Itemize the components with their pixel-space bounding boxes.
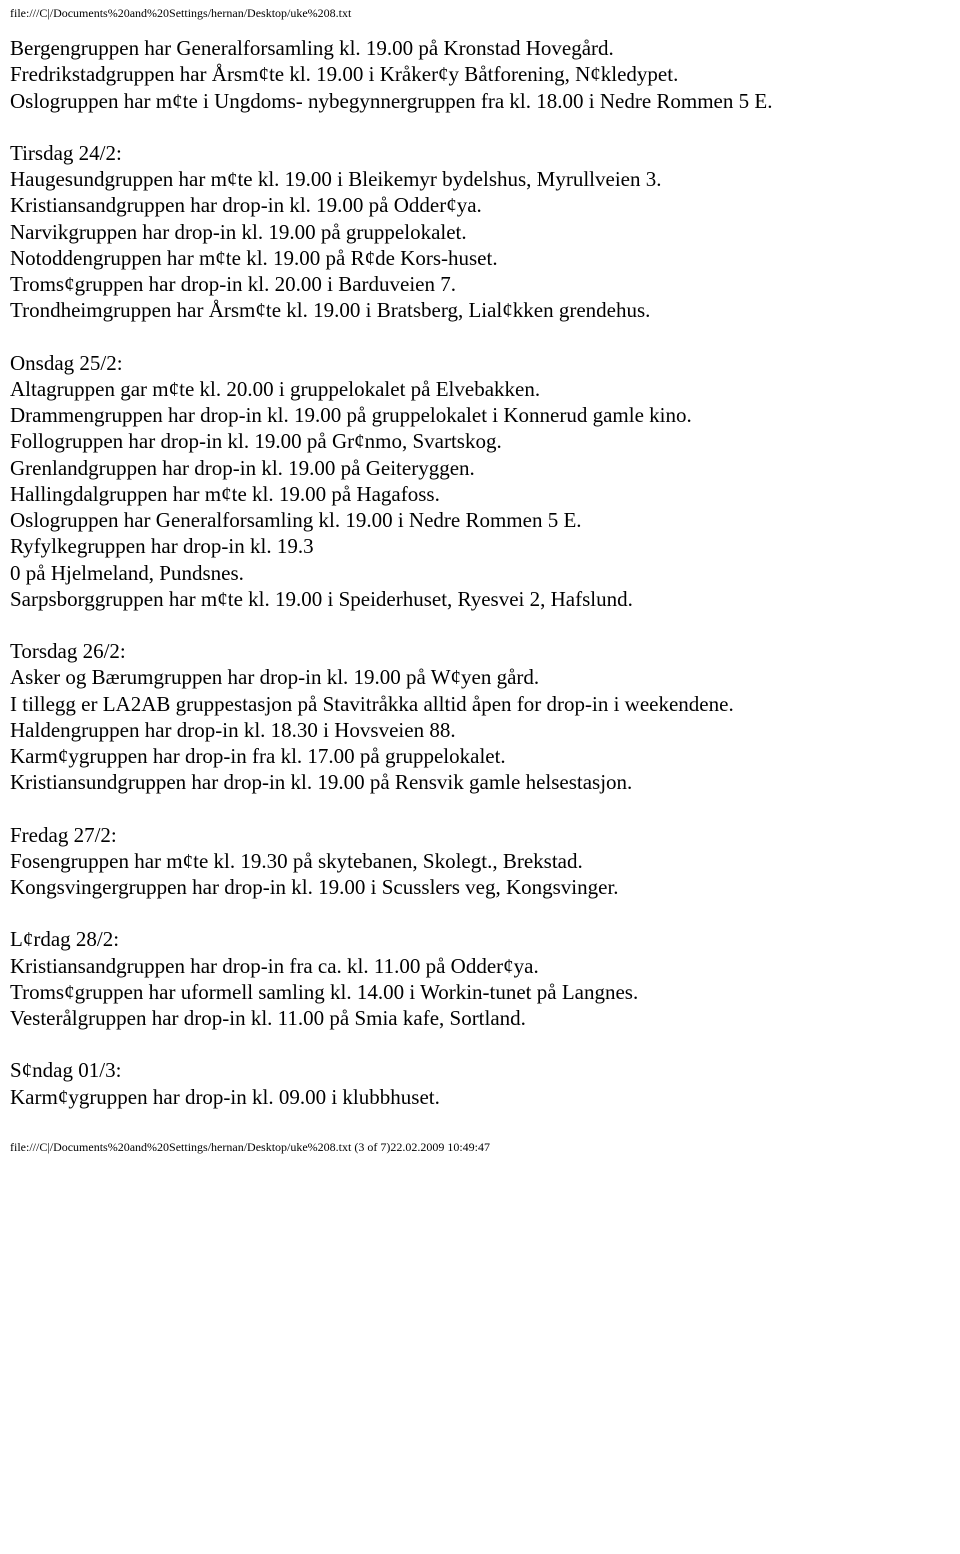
text-line: Fredrikstadgruppen har Årsm¢te kl. 19.00…: [10, 61, 950, 87]
text-line: Troms¢gruppen har drop-in kl. 20.00 i Ba…: [10, 271, 950, 297]
text-line: Kongsvingergruppen har drop-in kl. 19.00…: [10, 874, 950, 900]
text-line: Notoddengruppen har m¢te kl. 19.00 på R¢…: [10, 245, 950, 271]
text-line: Fredag 27/2:: [10, 822, 950, 848]
paragraph: Tirsdag 24/2:Haugesundgruppen har m¢te k…: [10, 140, 950, 324]
text-line: Fosengruppen har m¢te kl. 19.30 på skyte…: [10, 848, 950, 874]
text-line: 0 på Hjelmeland, Pundsnes.: [10, 560, 950, 586]
text-line: I tillegg er LA2AB gruppestasjon på Stav…: [10, 691, 950, 717]
text-line: Grenlandgruppen har drop-in kl. 19.00 på…: [10, 455, 950, 481]
text-line: Karm¢ygruppen har drop-in fra kl. 17.00 …: [10, 743, 950, 769]
paragraph: S¢ndag 01/3:Karm¢ygruppen har drop-in kl…: [10, 1057, 950, 1110]
paragraph: Torsdag 26/2:Asker og Bærumgruppen har d…: [10, 638, 950, 796]
text-line: Karm¢ygruppen har drop-in kl. 09.00 i kl…: [10, 1084, 950, 1110]
text-line: Altagruppen gar m¢te kl. 20.00 i gruppel…: [10, 376, 950, 402]
text-line: Follogruppen har drop-in kl. 19.00 på Gr…: [10, 428, 950, 454]
text-line: Torsdag 26/2:: [10, 638, 950, 664]
text-line: Ryfylkegruppen har drop-in kl. 19.3: [10, 533, 950, 559]
text-line: Trondheimgruppen har Årsm¢te kl. 19.00 i…: [10, 297, 950, 323]
text-line: Haldengruppen har drop-in kl. 18.30 i Ho…: [10, 717, 950, 743]
text-line: Onsdag 25/2:: [10, 350, 950, 376]
header-path: file:///C|/Documents%20and%20Settings/he…: [0, 0, 960, 25]
text-line: Troms¢gruppen har uformell samling kl. 1…: [10, 979, 950, 1005]
footer-path: file:///C|/Documents%20and%20Settings/he…: [0, 1136, 960, 1161]
text-line: Narvikgruppen har drop-in kl. 19.00 på g…: [10, 219, 950, 245]
text-line: Kristiansundgruppen har drop-in kl. 19.0…: [10, 769, 950, 795]
text-line: S¢ndag 01/3:: [10, 1057, 950, 1083]
text-line: Kristiansandgruppen har drop-in fra ca. …: [10, 953, 950, 979]
text-line: L¢rdag 28/2:: [10, 926, 950, 952]
paragraph: Fredag 27/2:Fosengruppen har m¢te kl. 19…: [10, 822, 950, 901]
text-line: Sarpsborggruppen har m¢te kl. 19.00 i Sp…: [10, 586, 950, 612]
paragraph: Bergengruppen har Generalforsamling kl. …: [10, 35, 950, 114]
text-line: Haugesundgruppen har m¢te kl. 19.00 i Bl…: [10, 166, 950, 192]
paragraph: Onsdag 25/2:Altagruppen gar m¢te kl. 20.…: [10, 350, 950, 613]
text-line: Drammengruppen har drop-in kl. 19.00 på …: [10, 402, 950, 428]
text-line: Kristiansandgruppen har drop-in kl. 19.0…: [10, 192, 950, 218]
text-line: Bergengruppen har Generalforsamling kl. …: [10, 35, 950, 61]
text-line: Vesterålgruppen har drop-in kl. 11.00 på…: [10, 1005, 950, 1031]
text-line: Oslogruppen har Generalforsamling kl. 19…: [10, 507, 950, 533]
text-line: Tirsdag 24/2:: [10, 140, 950, 166]
text-line: Hallingdalgruppen har m¢te kl. 19.00 på …: [10, 481, 950, 507]
text-line: Asker og Bærumgruppen har drop-in kl. 19…: [10, 664, 950, 690]
paragraph: L¢rdag 28/2:Kristiansandgruppen har drop…: [10, 926, 950, 1031]
document-body: Bergengruppen har Generalforsamling kl. …: [0, 25, 960, 1110]
text-line: Oslogruppen har m¢te i Ungdoms- nybegynn…: [10, 88, 950, 114]
